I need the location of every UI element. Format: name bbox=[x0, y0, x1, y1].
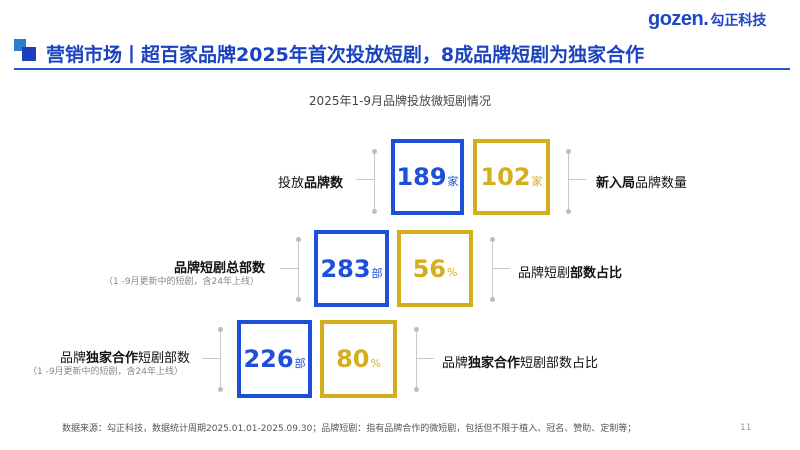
row2-series-share-value: 56 bbox=[412, 254, 446, 283]
row1-left-connector bbox=[356, 179, 374, 180]
row2-total-series-unit: 部 bbox=[371, 266, 383, 280]
row3-left-dot-top bbox=[218, 327, 223, 332]
row2-total-series-box: 283 部 bbox=[314, 230, 389, 307]
row3-left-sublabel: （1 -9月更新中的短剧，含24年上线） bbox=[28, 367, 184, 377]
row1-brand-count-value: 189 bbox=[396, 163, 447, 191]
row2-right-label: 品牌短剧部数占比 bbox=[518, 266, 623, 281]
title-square-icon-2 bbox=[22, 47, 36, 61]
row1-left-dot-bottom bbox=[372, 209, 377, 214]
row3-exclusive-share-box: 80% bbox=[320, 320, 397, 398]
row1-right-label: 新入局品牌数量 bbox=[596, 176, 688, 191]
row3-exclusive-series-box: 226 部 bbox=[237, 320, 312, 398]
row1-brand-count-unit: 家 bbox=[447, 175, 459, 188]
row1-new-brand-value: 102 bbox=[480, 163, 531, 191]
row3-right-connector bbox=[416, 358, 434, 359]
brand-logo: gozen. 勾正科技 bbox=[648, 8, 766, 32]
page-number: 11 bbox=[740, 423, 752, 433]
row3-left-connector bbox=[202, 358, 220, 359]
row1-left-dot-top bbox=[372, 149, 377, 154]
row3-exclusive-series-value: 226 bbox=[243, 345, 294, 373]
row2-right-dot-bottom bbox=[490, 297, 495, 302]
row2-left-sublabel: （1 -9月更新中的短剧，含24年上线） bbox=[104, 277, 260, 287]
row2-right-connector bbox=[492, 268, 510, 269]
row2-left-connector bbox=[280, 268, 298, 269]
row1-brand-count-box: 189 家 bbox=[391, 139, 464, 215]
row3-left-bracket bbox=[220, 328, 221, 390]
row2-series-share-unit: % bbox=[446, 266, 458, 279]
row1-left-bracket bbox=[374, 150, 375, 212]
row3-right-dot-bottom bbox=[414, 387, 419, 392]
row1-right-dot-bottom bbox=[566, 209, 571, 214]
row2-series-share-box: 56% bbox=[397, 230, 473, 307]
row3-exclusive-share-unit: % bbox=[370, 356, 381, 370]
data-source-footnote: 数据来源：勾正科技，数据统计周期2025.01.01-2025.09.30；品牌… bbox=[62, 424, 637, 434]
row2-total-series-value: 283 bbox=[320, 254, 371, 283]
row2-right-bracket bbox=[492, 238, 493, 300]
row1-left-label: 投放品牌数 bbox=[278, 176, 344, 191]
row3-right-label: 品牌独家合作短剧部数占比 bbox=[442, 356, 599, 371]
logo-chinese-name: 勾正科技 bbox=[710, 13, 767, 29]
row3-left-label: 品牌独家合作短剧部数 bbox=[60, 351, 191, 366]
row2-left-dot-top bbox=[296, 237, 301, 242]
row1-new-brand-box: 102 家 bbox=[473, 139, 550, 215]
row2-right-dot-top bbox=[490, 237, 495, 242]
row2-left-dot-bottom bbox=[296, 297, 301, 302]
row3-exclusive-share-value: 80 bbox=[336, 345, 370, 373]
title-underline bbox=[14, 68, 790, 70]
row3-left-dot-bottom bbox=[218, 387, 223, 392]
row3-exclusive-series-unit: 部 bbox=[294, 357, 306, 370]
row2-left-label: 品牌短剧总部数 bbox=[174, 261, 266, 276]
row1-right-connector bbox=[568, 179, 586, 180]
row3-right-dot-top bbox=[414, 327, 419, 332]
logo-wordmark: gozen. bbox=[648, 8, 709, 30]
row1-new-brand-unit: 家 bbox=[531, 175, 543, 188]
row2-left-bracket bbox=[298, 238, 299, 300]
row3-right-bracket bbox=[416, 328, 417, 390]
slide-title: 营销市场丨超百家品牌2025年首次投放短剧，8成品牌短剧为独家合作 bbox=[46, 44, 645, 66]
chart-subtitle: 2025年1-9月品牌投放微短剧情况 bbox=[308, 94, 492, 108]
row1-right-dot-top bbox=[566, 149, 571, 154]
row1-right-bracket bbox=[568, 150, 569, 212]
